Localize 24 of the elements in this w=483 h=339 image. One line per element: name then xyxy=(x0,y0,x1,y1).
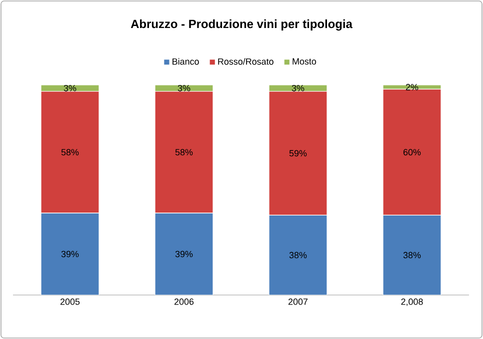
x-tick-label: 2005 xyxy=(60,298,80,305)
bar xyxy=(382,214,442,295)
data-label: 38% xyxy=(289,252,307,258)
data-label: 39% xyxy=(61,250,79,258)
data-label: 58% xyxy=(175,149,193,156)
legend-label: Bianco xyxy=(172,58,199,65)
x-tick-label: 2,008 xyxy=(401,298,423,306)
data-label: 60% xyxy=(403,149,421,156)
data-label: 39% xyxy=(175,250,193,258)
data-label: 3% xyxy=(64,84,76,92)
data-label: 38% xyxy=(403,252,421,258)
bar xyxy=(154,212,214,295)
bar xyxy=(268,214,328,295)
chart-title: Abruzzo - Produzione vini per tipologia xyxy=(130,19,353,31)
data-label: 3% xyxy=(292,84,304,92)
data-label: 58% xyxy=(61,149,79,156)
data-label: 2% xyxy=(406,84,418,90)
legend-label: Mosto xyxy=(292,58,316,65)
x-tick-label: 2006 xyxy=(174,298,194,305)
x-tick-label: 2007 xyxy=(288,298,308,305)
data-label: 59% xyxy=(289,150,307,156)
legend-label: Rosso/Rosato xyxy=(218,58,274,65)
data-label: 3% xyxy=(178,84,190,92)
bar xyxy=(40,212,100,295)
